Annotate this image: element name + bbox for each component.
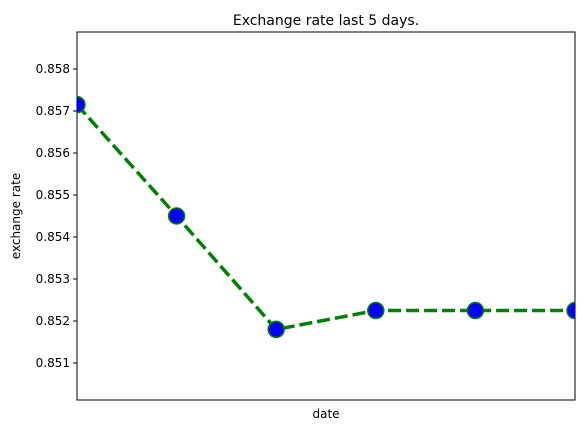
y-tick-label: 0.851 (36, 356, 70, 370)
data-point-marker (566, 301, 575, 320)
y-tick-label: 0.854 (36, 230, 70, 244)
y-axis: 0.851 0.852 0.853 0.854 0.855 0.856 0.857 0.858 (36, 62, 77, 370)
y-axis-label: exchange rate (9, 173, 23, 259)
series-line (77, 103, 575, 332)
y-tick-label: 0.857 (36, 104, 70, 118)
plot-area-frame (76, 31, 576, 401)
y-tick-label: 0.858 (36, 62, 70, 76)
data-point-marker (77, 95, 86, 114)
y-tick-label: 0.856 (36, 146, 70, 160)
y-tick-label: 0.855 (36, 188, 70, 202)
chart-title: Exchange rate last 5 days. (233, 13, 419, 29)
data-point-marker (267, 320, 285, 339)
data-point-marker (367, 301, 385, 320)
y-tick-label: 0.852 (36, 314, 70, 328)
data-point-marker (167, 207, 186, 225)
y-tick-label: 0.853 (36, 272, 70, 286)
data-point-marker (466, 301, 485, 320)
x-axis-label: date (312, 407, 339, 421)
series-layer (77, 95, 575, 339)
